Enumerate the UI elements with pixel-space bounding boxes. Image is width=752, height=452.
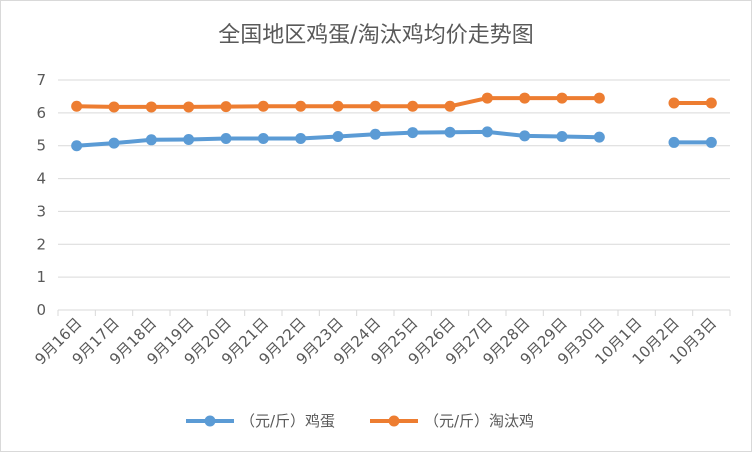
data-point — [519, 92, 531, 104]
data-point — [668, 136, 680, 148]
data-point — [481, 126, 493, 138]
legend-label: （元/斤）鸡蛋 — [240, 412, 335, 430]
legend-swatch-marker — [388, 415, 400, 427]
data-point — [705, 97, 717, 109]
data-point — [108, 101, 120, 113]
data-point — [444, 100, 456, 112]
data-point — [108, 137, 120, 149]
data-point — [369, 128, 381, 140]
y-tick-label: 0 — [36, 301, 46, 319]
x-axis-ticks: 9月16日9月17日9月18日9月19日9月20日9月21日9月22日9月23日… — [31, 310, 731, 368]
legend-swatch-marker — [204, 415, 216, 427]
series-layer — [71, 92, 717, 152]
data-point — [257, 132, 269, 144]
data-point — [257, 100, 269, 112]
data-point — [556, 92, 568, 104]
data-point — [71, 100, 83, 112]
series-line-0 — [76, 129, 712, 148]
data-point — [183, 101, 195, 113]
legend: （元/斤）鸡蛋 （元/斤）淘汰鸡 — [186, 412, 534, 430]
y-tick-label: 1 — [36, 268, 46, 286]
data-point — [407, 127, 419, 139]
data-point — [705, 136, 717, 148]
series-line-1 — [76, 96, 712, 109]
data-point — [145, 101, 157, 113]
data-point — [444, 126, 456, 138]
data-point — [593, 131, 605, 143]
data-point — [407, 100, 419, 112]
y-tick-label: 5 — [36, 137, 46, 155]
data-point — [220, 101, 232, 113]
data-point — [369, 100, 381, 112]
data-point — [295, 132, 307, 144]
legend-label: （元/斤）淘汰鸡 — [424, 412, 534, 430]
data-point — [183, 133, 195, 145]
data-point — [295, 100, 307, 112]
y-tick-label: 3 — [36, 202, 46, 220]
data-point — [145, 134, 157, 146]
y-tick-label: 6 — [36, 104, 46, 122]
data-point — [556, 131, 568, 143]
y-tick-label: 2 — [36, 235, 46, 253]
y-tick-label: 4 — [36, 170, 46, 188]
data-point — [71, 140, 83, 152]
data-point — [220, 132, 232, 144]
data-point — [593, 92, 605, 104]
chart-title: 全国地区鸡蛋/淘汰鸡均价走势图 — [218, 23, 533, 48]
data-point — [481, 92, 493, 104]
data-point — [519, 130, 531, 142]
gridlines — [58, 79, 730, 311]
data-point — [668, 97, 680, 109]
data-point — [332, 131, 344, 143]
data-point — [332, 100, 344, 112]
y-tick-label: 7 — [36, 71, 46, 89]
y-axis-ticks: 0 1 2 3 4 5 6 7 — [36, 71, 46, 319]
